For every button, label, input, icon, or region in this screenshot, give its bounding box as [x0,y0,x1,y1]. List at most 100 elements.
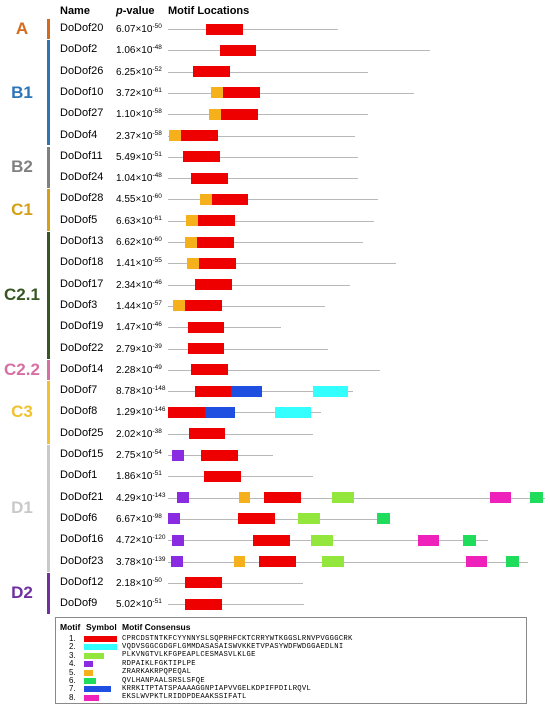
motif-1-box [198,215,235,227]
motif-1-box [238,513,275,525]
group-bar-a [47,19,50,39]
motif-legend: Motif Symbol Motif Consensus 1. CPRCDSTNT… [55,617,527,704]
name-header: Name [60,5,90,17]
protein-track [168,242,363,243]
gene-name: DoDof9 [60,597,98,610]
gene-name: DoDof16 [60,533,104,546]
protein-track [168,604,304,606]
motif-1-box [183,151,220,163]
protein-track [168,263,396,265]
motif-1-box [185,300,222,312]
legend-motif-number: 5. [69,667,76,677]
motif-1-box [204,470,241,482]
p-value: 2.34×10-46 [116,278,162,291]
p-value: 5.02×10-51 [116,598,162,611]
gene-name: DoDof18 [60,256,104,269]
motif-1-box [259,556,296,567]
gene-name: DoDof15 [60,448,104,460]
legend-motif-number: 1. [69,634,76,643]
protein-track [168,412,321,414]
legend-motif-number: 4. [69,659,76,669]
group-bar-b2 [47,146,50,189]
protein-track [168,327,281,329]
p-value: 1.47×10-46 [116,321,162,334]
gene-name: DoDof7 [60,384,98,397]
protein-track [168,92,414,94]
motif-8-box [466,556,487,567]
p-value: 2.18×10-50 [116,576,162,589]
motif-4-box [172,534,184,546]
motif-1-box [188,343,224,354]
motif-4-box [177,492,189,504]
gene-name: DoDof4 [60,128,98,141]
protein-track [168,71,368,73]
motif-1-box [220,44,256,56]
legend-motif-symbol [84,678,96,684]
legend-motif-symbol [84,636,117,642]
p-value: 2.28×10-49 [116,363,162,376]
legend-motif-symbol [84,652,104,659]
gene-name: DoDof28 [60,192,104,205]
motif-1-box [168,406,205,418]
motif-3-box [332,492,354,504]
legend-motif-consensus: VQDVSGGCGDGFLGMMDASASAISWVKKETVPASYWDFWD… [122,642,344,651]
motif-1-box [191,172,228,184]
gene-name: DoDof20 [60,22,104,34]
motif-5-box [239,492,250,504]
protein-track [168,561,528,563]
motif-1-box [199,257,236,269]
protein-track [168,178,358,180]
protein-track [168,369,380,371]
p-value: 4.55×10-60 [116,193,162,206]
protein-track [168,220,374,222]
gene-name: DoDof26 [60,64,104,77]
gene-name: DoDof24 [60,171,104,184]
motif-1-box [185,577,222,589]
protein-track [168,518,388,520]
motif-1-box [221,108,258,120]
group-bar-c21 [47,232,50,359]
motif-3-box [298,513,320,525]
gene-name: DoDof21 [60,490,104,503]
motif-7-box [205,406,235,418]
motif-1-box [206,23,243,35]
motif-locations-header: Motif Locations [168,5,250,17]
gene-name: DoDof1 [60,469,98,482]
motif-1-box [223,87,260,99]
protein-track [168,50,430,52]
protein-track [168,582,303,584]
legend-symbol-header: Symbol [86,622,117,632]
gene-name: DoDof27 [60,107,104,120]
gene-name: DoDof10 [60,85,104,98]
gene-name: DoDof8 [60,405,98,418]
motif-8-box [418,534,439,546]
group-bar-b1 [47,40,50,146]
motif-1-box [212,193,248,205]
p-value: 1.44×10-57 [116,299,162,312]
gene-name: DoDof23 [60,554,104,567]
p-value: 6.67×10-98 [116,512,162,525]
p-value: 2.79×10-39 [116,342,162,355]
p-value: 6.63×10-61 [116,214,162,227]
motif-1-box [191,364,228,376]
motif-1-box [201,449,238,461]
motif-3-box [311,534,333,546]
gene-name: DoDof19 [60,320,104,333]
p-value: 6.25×10-52 [116,65,162,78]
motif-6-box [530,492,543,504]
legend-motif-consensus: QVLHANPAALSRSLSFQE [122,676,206,685]
p-value: 1.10×10-58 [116,108,162,121]
protein-track [168,305,325,307]
legend-motif-consensus: CPRCDSTNTKFCYYNNYSLSQPRHFCKTCRRYWTKGGSLR… [122,634,353,643]
p-value: 6.62×10-60 [116,236,162,248]
gene-name: DoDof17 [60,277,104,290]
motif-3-box [322,556,344,567]
legend-motif-consensus: RDPAIKLFGKTIPLPE [122,659,196,668]
legend-motif-symbol [84,686,111,693]
protein-track [168,497,545,499]
legend-motif-symbol [84,669,93,676]
protein-track [168,284,350,286]
motif-6-box [506,556,519,567]
legend-motif-number: 8. [69,692,76,702]
p-value: 1.41×10-55 [116,257,162,270]
